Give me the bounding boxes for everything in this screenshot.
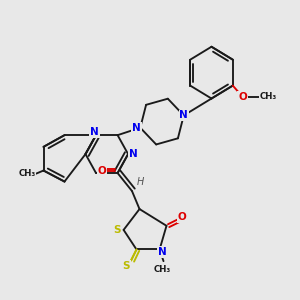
Text: CH₃: CH₃ — [18, 169, 36, 178]
Text: O: O — [98, 166, 106, 176]
Text: N: N — [179, 110, 188, 120]
Text: N: N — [132, 123, 141, 133]
Text: O: O — [238, 92, 247, 102]
Text: N: N — [129, 149, 138, 159]
Text: H: H — [137, 177, 144, 187]
Text: S: S — [113, 225, 121, 235]
Text: CH₃: CH₃ — [260, 92, 277, 101]
Text: S: S — [122, 261, 130, 271]
Text: O: O — [178, 212, 187, 222]
Text: N: N — [90, 127, 99, 137]
Text: CH₃: CH₃ — [153, 265, 171, 274]
Text: N: N — [158, 247, 167, 257]
